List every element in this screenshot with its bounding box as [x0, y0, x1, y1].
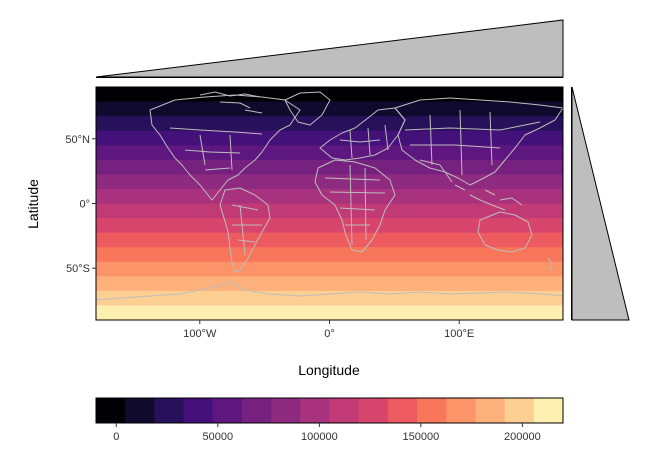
latitude-band: [96, 218, 563, 234]
south-america-interior: [231, 204, 262, 256]
latitude-band: [96, 188, 563, 204]
colorbar-swatch: [300, 398, 330, 423]
latitude-bands: [96, 87, 563, 321]
x-tick-label: 100°E: [444, 328, 474, 340]
colorbar-swatch: [329, 398, 360, 423]
europe-interior: [339, 124, 389, 159]
latitude-band: [96, 101, 563, 117]
colorbar-ticks: 0 50000 100000 150000 200000: [113, 423, 541, 443]
colorbar-swatch: [504, 398, 535, 423]
latitude-band: [96, 116, 563, 132]
x-axis-title: Longitude: [298, 362, 360, 378]
colorbar-swatch: [125, 398, 155, 423]
colorbar-swatch: [446, 398, 476, 423]
latitude-band: [96, 232, 563, 248]
x-tick-label: 0°: [324, 328, 335, 340]
antarctica-outline: [96, 281, 563, 301]
latitude-band: [96, 145, 563, 161]
asia-interior: [404, 109, 541, 183]
y-tick-label: 0°: [79, 199, 90, 211]
new-zealand-outline: [547, 257, 553, 271]
colorbar-swatch: [387, 398, 418, 423]
colorbar-tick-label: 150000: [403, 431, 440, 443]
y-tick-label: 50°N: [65, 134, 90, 146]
africa-outline: [314, 159, 396, 253]
x-tick-label: 100°W: [183, 328, 217, 340]
latitude-band: [96, 247, 563, 263]
colorbar-swatch: [241, 398, 272, 423]
colorbar-frame: [95, 397, 564, 424]
africa-interior: [324, 164, 386, 246]
southeast-asia-islands: [454, 184, 523, 211]
y-tick-label: 50°S: [66, 263, 90, 275]
colorbar-swatch: [271, 398, 301, 423]
latitude-band: [96, 203, 563, 219]
colorbar: [96, 398, 564, 423]
colorbar-swatch: [154, 398, 185, 423]
colorbar-tick-label: 100000: [301, 431, 338, 443]
latitude-band: [96, 305, 563, 321]
colorbar-tick-label: 200000: [504, 431, 541, 443]
latitude-band: [96, 174, 563, 190]
y-axis-ticks: 50°N 0° 50°S: [65, 134, 96, 275]
colorbar-swatch: [417, 398, 447, 423]
latitude-band: [96, 276, 563, 292]
north-america-interior: [169, 127, 263, 171]
top-marginal-wedge: [95, 19, 564, 78]
north-america-outline: [149, 94, 301, 201]
colorbar-tick-label: 50000: [203, 431, 234, 443]
colorbar-tick-label: 0: [113, 431, 119, 443]
x-axis-ticks: 100°W 0° 100°E: [183, 320, 474, 340]
asia-outline: [394, 97, 563, 186]
greenland-outline: [284, 91, 331, 126]
latitude-band: [96, 290, 563, 306]
country-borders: [96, 91, 563, 301]
latitude-band: [96, 159, 563, 175]
right-marginal-wedge: [571, 86, 630, 321]
y-axis-title: Latitude: [25, 179, 41, 229]
latitude-band: [96, 130, 563, 146]
arctic-islands: [199, 91, 263, 114]
colorbar-swatch: [358, 398, 389, 423]
latitude-band: [96, 261, 563, 277]
colorbar-swatch: [533, 398, 564, 423]
colorbar-swatch: [212, 398, 243, 423]
colorbar-swatch: [183, 398, 214, 423]
colorbar-swatch: [96, 398, 126, 423]
colorbar-swatch: [475, 398, 506, 423]
australia-outline: [477, 211, 533, 253]
map-panel: [95, 86, 564, 321]
south-america-outline: [219, 187, 271, 273]
